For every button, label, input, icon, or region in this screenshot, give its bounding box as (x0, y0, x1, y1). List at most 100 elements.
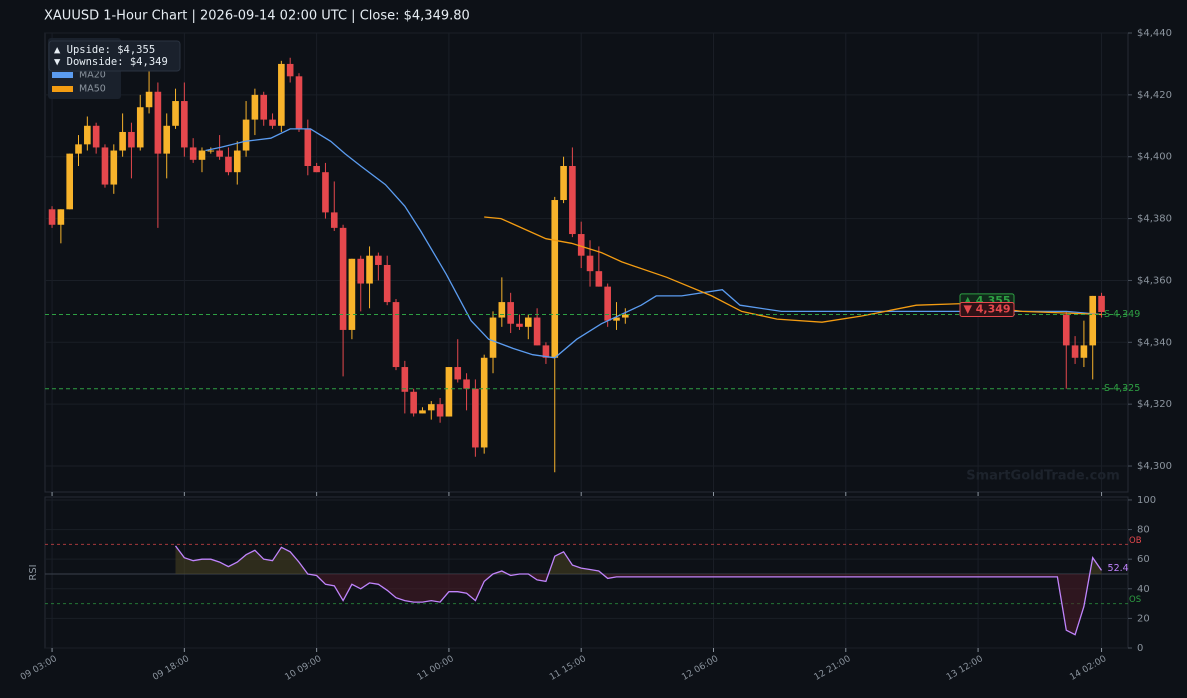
y-tick-label: $4,420 (1137, 90, 1172, 101)
candle-body (542, 345, 550, 358)
candle-body (410, 391, 417, 414)
candle-body (427, 404, 435, 411)
candle-body (524, 317, 532, 327)
candle-body (489, 317, 497, 358)
candle-body (569, 165, 576, 235)
candle-body (419, 410, 426, 414)
legend-swatch (52, 72, 73, 78)
x-tick-label: 12 21:00 (813, 654, 853, 683)
info-line: ▼ Downside: $4,349 (54, 56, 168, 68)
candle-body (92, 125, 100, 148)
candle-body (145, 91, 153, 108)
rsi-fill-above (175, 545, 1102, 574)
candle-body (445, 367, 453, 417)
candle-body (383, 264, 391, 303)
candle-body (366, 255, 373, 284)
candle-body (233, 150, 241, 173)
price-panel (44, 32, 1129, 493)
candle-body (560, 165, 567, 201)
watermark: SmartGoldTrade.com (966, 469, 1120, 484)
ma-line (205, 128, 1102, 359)
rsi-value-label: 52.4 (1108, 563, 1129, 574)
candle-body (613, 317, 620, 321)
y-tick-label: $4,400 (1137, 152, 1172, 163)
candle-body (66, 153, 74, 210)
x-tick-label: 09 03:00 (19, 654, 59, 683)
candle-body (498, 302, 506, 318)
candle-body (348, 258, 356, 330)
candle-body (57, 209, 65, 225)
y-tick-label: 20 (1137, 613, 1150, 624)
candle-body (189, 147, 197, 160)
candle-body (286, 63, 294, 77)
candle-body (595, 271, 603, 287)
candle-body (198, 150, 206, 160)
support-label: S 4,349 (1104, 309, 1140, 320)
candle-body (260, 94, 268, 120)
candle-body (392, 302, 400, 368)
candle-body (330, 212, 338, 228)
y-tick-label: 0 (1137, 643, 1143, 654)
candle-body (1062, 314, 1070, 346)
candle-body (401, 367, 409, 392)
candle-body (128, 131, 135, 148)
candle-body (604, 286, 611, 321)
candle-body (507, 302, 514, 324)
candle-body (181, 101, 188, 148)
legend-label: MA20 (79, 70, 106, 81)
candle-body (454, 367, 462, 380)
y-tick-label: $4,440 (1137, 28, 1172, 39)
y-tick-label: 80 (1137, 525, 1150, 536)
candle-body (295, 76, 303, 129)
candle-body (339, 227, 347, 330)
y-tick-label: 100 (1137, 495, 1156, 506)
chart-title: XAUUSD 1-Hour Chart | 2026-09-14 02:00 U… (44, 9, 470, 24)
candle-body (1071, 345, 1079, 358)
y-tick-label: $4,300 (1137, 461, 1172, 472)
x-tick-label: 13 12:00 (945, 654, 985, 683)
y-axis-label: RSI (28, 564, 39, 580)
level-label: OB (1129, 536, 1142, 546)
candle-body (480, 357, 488, 448)
candle-body (216, 150, 223, 157)
x-tick-label: 11 15:00 (548, 654, 588, 683)
y-tick-label: $4,340 (1137, 337, 1172, 348)
candle-body (357, 258, 365, 284)
x-tick-label: 11 00:00 (416, 654, 456, 683)
candle-body (101, 147, 109, 185)
candle-body (48, 209, 56, 225)
candle-body (163, 125, 171, 154)
info-box (48, 40, 181, 72)
candle-body (472, 388, 479, 448)
price-tag: ▼ 4,349 (963, 302, 1010, 315)
candle-body (322, 172, 329, 213)
candle-body (154, 91, 162, 154)
level-label: OS (1129, 595, 1141, 605)
rsi-fill-below (307, 573, 1090, 635)
info-line: ▲ Upside: $4,355 (54, 44, 155, 56)
candle-body (586, 255, 594, 272)
candle-body (225, 156, 232, 173)
candle-body (304, 128, 312, 166)
candle-body (84, 125, 91, 145)
candle-body (251, 94, 259, 120)
y-tick-label: $4,380 (1137, 214, 1172, 225)
candle-body (551, 200, 559, 358)
y-tick-label: 60 (1137, 554, 1150, 565)
price-tag-box (959, 301, 1015, 317)
candle-body (621, 314, 629, 318)
y-tick-label: $4,320 (1137, 399, 1172, 410)
candle-body (516, 323, 523, 327)
candle-body (119, 131, 126, 151)
legend-swatch (52, 86, 73, 92)
candle-body (278, 63, 285, 126)
support-label: S 4,325 (1104, 383, 1140, 394)
candle-body (136, 107, 144, 148)
candle-body (110, 150, 118, 185)
candle-body (463, 379, 470, 389)
y-tick-label: 40 (1137, 584, 1150, 595)
candle-body (172, 101, 179, 126)
candle-body (1089, 295, 1097, 346)
candle-body (75, 144, 82, 154)
